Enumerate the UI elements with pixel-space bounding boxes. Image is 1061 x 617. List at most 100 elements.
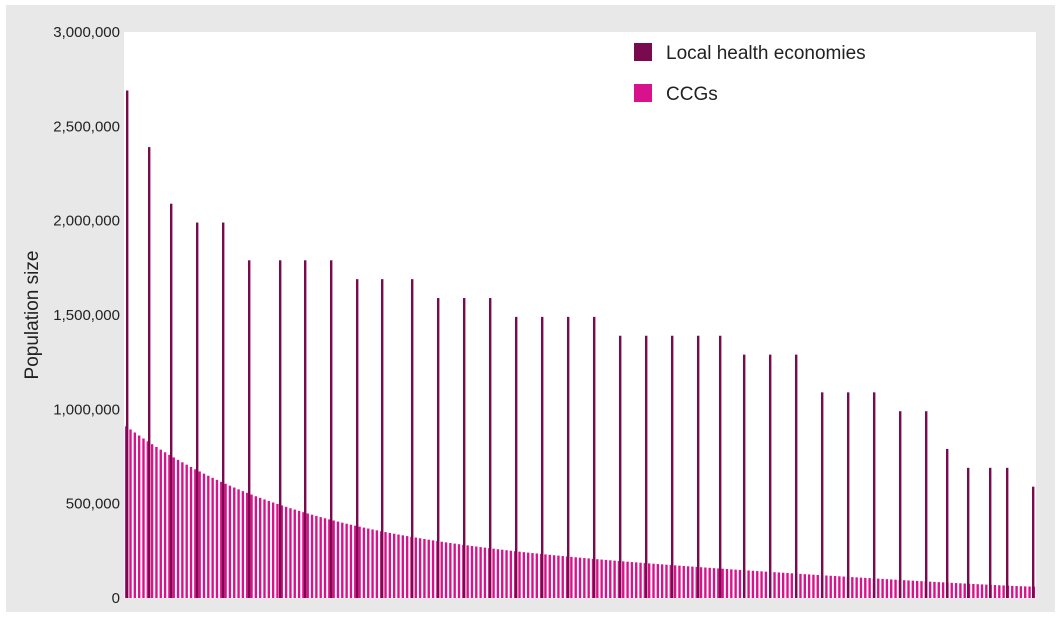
legend-swatch-ccg — [634, 84, 652, 102]
legend: Local health economies CCGs — [634, 43, 866, 105]
y-tick-label: 2,500,000 — [53, 118, 120, 135]
lhe-bar — [821, 392, 824, 598]
plot-area — [124, 32, 1036, 598]
lhe-bar — [645, 335, 648, 598]
lhe-bar — [967, 467, 970, 598]
ccg-bar — [959, 583, 962, 598]
ccg-bar — [397, 534, 400, 598]
lhe-bar — [222, 222, 225, 599]
ccg-bar — [354, 525, 357, 598]
ccg-bar — [660, 564, 664, 598]
ccg-bar — [137, 435, 141, 598]
ccg-bar — [310, 514, 314, 598]
ccg-bar — [648, 563, 651, 598]
ccg-bar — [276, 503, 279, 598]
ccg-bar — [319, 517, 322, 598]
ccg-bar — [475, 546, 478, 598]
lhe-bar — [515, 316, 518, 598]
ccg-bar — [911, 580, 915, 598]
ccg-bar — [851, 577, 854, 598]
ccg-bar — [289, 508, 292, 598]
ccg-bar — [341, 522, 344, 598]
ccg-bar — [466, 545, 469, 598]
ccg-bar — [868, 578, 871, 598]
ccg-bar — [717, 568, 720, 598]
ccg-bar — [972, 583, 975, 598]
ccg-bar — [725, 569, 729, 598]
ccg-bar — [859, 577, 863, 598]
ccg-bar — [635, 562, 638, 598]
ccg-bar — [686, 566, 690, 598]
ccg-bar — [812, 574, 815, 598]
lhe-bar — [196, 222, 199, 599]
ccg-bar — [185, 464, 188, 598]
ccg-bar — [699, 567, 703, 598]
ccg-bar — [890, 579, 893, 598]
ccg-bar — [704, 567, 707, 598]
ccg-bar — [773, 572, 776, 598]
ccg-bar — [712, 568, 716, 598]
ccg-bar — [371, 529, 374, 598]
ccg-bar — [345, 523, 348, 598]
ccg-bar — [656, 564, 660, 598]
lhe-bar — [719, 335, 722, 598]
ccg-bar — [669, 565, 672, 598]
y-tick-label: 500,000 — [66, 496, 120, 513]
lhe-bar — [170, 203, 173, 598]
ccg-bar — [643, 563, 647, 598]
ccg-bar — [250, 494, 253, 598]
ccg-bar — [263, 499, 266, 598]
lhe-bar — [381, 279, 384, 598]
ccg-bar — [738, 569, 742, 598]
ccg-bar — [1019, 586, 1023, 598]
ccg-bar — [552, 555, 556, 598]
ccg-bar — [993, 585, 997, 598]
ccg-bar — [609, 560, 612, 598]
ccg-bar — [578, 557, 582, 598]
ccg-bar — [509, 550, 513, 598]
ccg-bar — [790, 573, 794, 598]
lhe-bar — [925, 411, 928, 598]
ccg-bar — [241, 491, 245, 598]
ccg-bar — [142, 438, 145, 598]
ccg-bar — [418, 538, 422, 598]
y-axis-ticks: 0 500,000 1,000,000 1,500,000 2,000,000 2,500… — [53, 24, 120, 607]
ccg-bar — [756, 571, 759, 598]
ccg-bar — [548, 554, 551, 598]
lhe-bar — [946, 448, 949, 598]
lhe-bar — [541, 316, 544, 598]
ccg-bar — [220, 481, 223, 598]
ccg-bar — [531, 553, 534, 598]
ccg-bar — [522, 552, 526, 598]
lhe-bar — [795, 354, 798, 598]
ccg-bar — [302, 512, 305, 598]
ccg-bar — [976, 584, 979, 598]
ccg-bar — [237, 489, 240, 598]
lhe-bar — [126, 90, 129, 599]
lhe-bar — [593, 316, 596, 598]
ccg-bar — [233, 487, 236, 598]
ccg-bar — [414, 537, 417, 598]
ccg-bar — [652, 563, 655, 598]
lhe-bar — [463, 298, 466, 598]
lhe-bar — [1032, 486, 1035, 598]
ccg-bar — [332, 520, 335, 598]
ccg-bar — [626, 561, 629, 598]
y-tick-label: 3,000,000 — [53, 24, 120, 41]
ccg-bar — [613, 560, 616, 598]
ccg-bar — [673, 565, 677, 598]
ccg-bar — [816, 574, 819, 598]
ccg-bar — [323, 518, 327, 598]
ccg-bar — [803, 574, 806, 598]
ccg-bar — [215, 479, 219, 598]
ccg-bar — [825, 575, 828, 598]
ccg-bar — [842, 576, 845, 598]
ccg-bar — [544, 554, 547, 598]
ccg-bar — [492, 548, 495, 598]
ccg-bar — [1015, 586, 1018, 598]
ccg-bar — [181, 462, 184, 598]
ccg-bar — [786, 573, 789, 598]
ccg-bar — [807, 574, 811, 598]
ccg-bar — [665, 564, 668, 598]
